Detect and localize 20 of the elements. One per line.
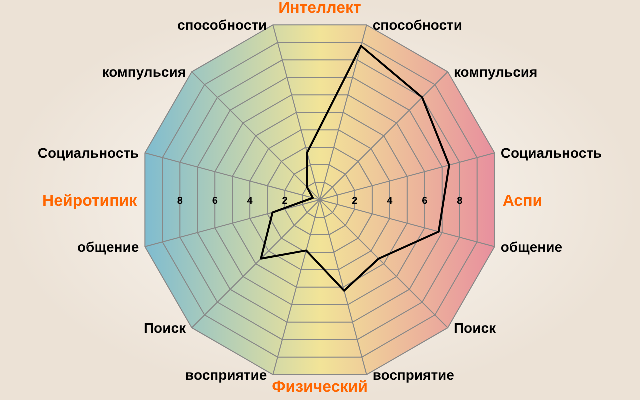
spoke-label: восприятие	[372, 366, 455, 383]
text: 8	[177, 196, 184, 207]
spoke-label: общение	[500, 238, 563, 255]
text: Физический	[272, 378, 368, 396]
spoke-label: восприятие	[186, 366, 268, 383]
text: Интеллект	[278, 0, 362, 18]
text: 2	[282, 196, 288, 207]
text: Аспи	[502, 193, 543, 210]
spoke-label: компульсия	[454, 64, 538, 80]
spoke-label: общение	[78, 238, 140, 255]
text: 4	[247, 196, 254, 207]
spoke-label: компульсия	[102, 64, 186, 80]
spoke-label: Социальность	[38, 145, 140, 162]
spoke-label: Социальность	[500, 145, 602, 162]
spoke-label: Поиск	[144, 320, 188, 336]
spoke-label: Поиск	[454, 320, 497, 336]
spoke-label: способности	[372, 17, 463, 34]
text: 6	[212, 196, 218, 207]
text: Нейротипик	[42, 193, 138, 210]
spoke-label: способности	[177, 17, 268, 34]
